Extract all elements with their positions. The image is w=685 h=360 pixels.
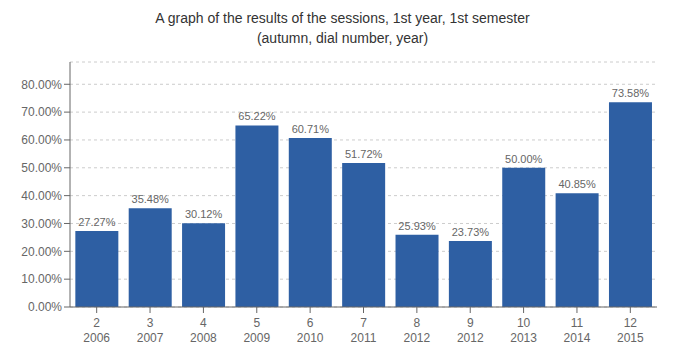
svg-text:50.00%: 50.00% — [505, 153, 543, 165]
svg-text:42008: 42008 — [190, 316, 217, 345]
svg-text:40.85%: 40.85% — [558, 178, 596, 190]
svg-text:27.27%: 27.27% — [78, 216, 116, 228]
svg-text:60.00%: 60.00% — [21, 133, 62, 147]
svg-text:82012: 82012 — [404, 316, 431, 345]
svg-text:30.00%: 30.00% — [21, 217, 62, 231]
svg-text:70.00%: 70.00% — [21, 105, 62, 119]
svg-text:102013: 102013 — [510, 316, 537, 345]
svg-text:62010: 62010 — [297, 316, 324, 345]
svg-text:40.00%: 40.00% — [21, 189, 62, 203]
svg-text:92012: 92012 — [457, 316, 484, 345]
svg-text:122015: 122015 — [617, 316, 644, 345]
svg-text:60.71%: 60.71% — [292, 123, 330, 135]
svg-text:25.93%: 25.93% — [398, 220, 436, 232]
svg-text:23.73%: 23.73% — [452, 226, 490, 238]
svg-text:35.48%: 35.48% — [132, 193, 170, 205]
svg-text:80.00%: 80.00% — [21, 78, 62, 92]
svg-text:72011: 72011 — [351, 316, 377, 345]
svg-text:51.72%: 51.72% — [345, 148, 383, 160]
svg-text:52009: 52009 — [243, 316, 270, 345]
svg-text:65.22%: 65.22% — [238, 110, 276, 122]
html-text:A graph of the results of the: A graph of the results of the sessions, … — [155, 10, 530, 46]
svg-text:112014: 112014 — [564, 316, 591, 345]
svg-text:10.00%: 10.00% — [21, 272, 62, 286]
svg-text:32007: 32007 — [137, 316, 164, 345]
svg-text:73.58%: 73.58% — [612, 87, 650, 99]
svg-text:20.00%: 20.00% — [21, 245, 62, 259]
svg-text:50.00%: 50.00% — [21, 161, 62, 175]
svg-text:0.00%: 0.00% — [28, 300, 62, 314]
svg-text:30.12%: 30.12% — [185, 208, 223, 220]
svg-text:22006: 22006 — [83, 316, 110, 345]
